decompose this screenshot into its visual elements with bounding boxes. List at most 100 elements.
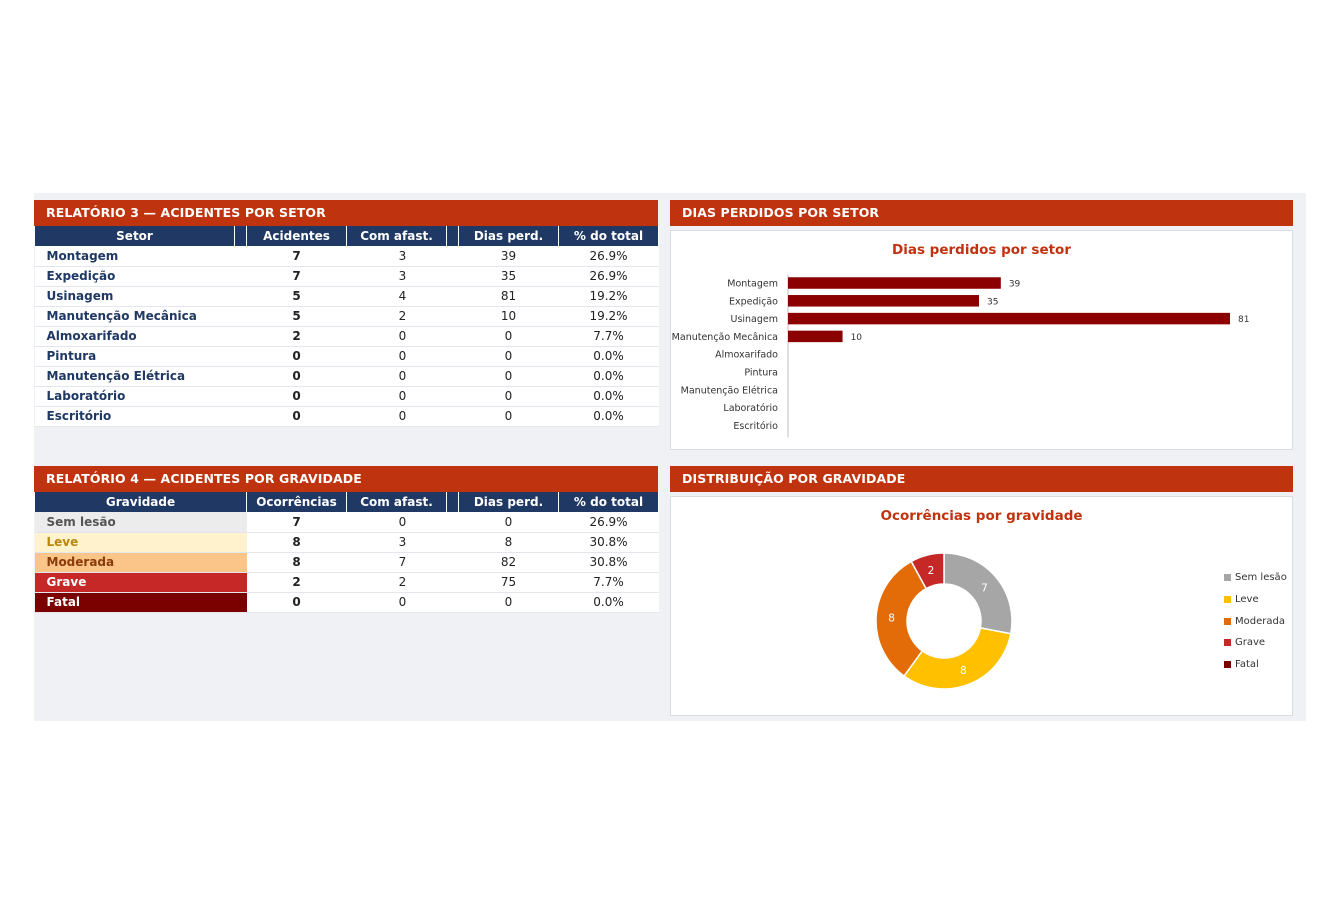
legend-item: Leve — [1224, 594, 1259, 605]
report3-table: Setor Acidentes Com afast. Dias perd. % … — [34, 226, 659, 427]
bar-category-label: Escritório — [733, 421, 778, 432]
acidentes-cell: 0 — [246, 406, 347, 427]
legend-label: Fatal — [1235, 659, 1259, 671]
dias-perd-cell: 81 — [458, 286, 559, 307]
dias-perd-cell: 8 — [458, 532, 559, 553]
col-header-spacer — [446, 492, 459, 512]
donut-chart-box: Ocorrências por gravidade 7 8 8 2 Sem lesão… — [670, 496, 1293, 716]
com-afast-cell: 0 — [346, 346, 459, 367]
table-row[interactable]: Moderada 8 7 82 30.8% — [34, 552, 659, 573]
dias-perd-cell: 82 — [458, 552, 559, 573]
com-afast-cell: 2 — [346, 572, 459, 593]
com-afast-cell: 7 — [346, 552, 459, 573]
bar-mark — [788, 330, 843, 343]
ocorrencias-cell: 7 — [246, 512, 347, 533]
table-row[interactable]: Leve 8 3 8 30.8% — [34, 532, 659, 553]
pct-total-cell: 0.0% — [558, 386, 659, 407]
bar-data-label: 81 — [1238, 315, 1249, 325]
legend-swatch — [1224, 617, 1231, 625]
bar-chart-box: Dias perdidos por setor Montagem 39 Expedi… — [670, 230, 1293, 450]
bar-data-label: 35 — [987, 297, 998, 307]
ocorrencias-cell: 8 — [246, 552, 347, 573]
legend-label: Moderada — [1235, 615, 1285, 627]
bar-mark — [788, 295, 979, 307]
pct-total-cell: 0.0% — [558, 366, 659, 387]
setor-cell: Escritório — [34, 406, 247, 427]
table-row[interactable]: Almoxarifado 2 0 0 7.7% — [34, 326, 659, 347]
col-header-dias-perd[interactable]: Dias perd. — [458, 492, 559, 512]
bar-panel-title: DIAS PERDIDOS POR SETOR — [670, 200, 1293, 226]
com-afast-cell: 3 — [346, 266, 459, 287]
donut-slice — [902, 627, 1012, 690]
col-header-setor[interactable]: Setor — [34, 226, 235, 246]
donut-slice — [943, 552, 1013, 635]
table-row[interactable]: Expedição 7 3 35 26.9% — [34, 266, 659, 287]
dias-perd-cell: 10 — [458, 306, 559, 327]
gravidade-cell: Moderada — [34, 552, 247, 573]
table-row[interactable]: Grave 2 2 75 7.7% — [34, 572, 659, 593]
table-row[interactable]: Usinagem 5 4 81 19.2% — [34, 286, 659, 307]
legend-item: Moderada — [1224, 616, 1285, 627]
legend-label: Leve — [1235, 593, 1259, 605]
pct-total-cell: 0.0% — [558, 592, 659, 613]
bar-category-label: Expedição — [729, 296, 778, 307]
com-afast-cell: 0 — [346, 512, 459, 533]
col-header-spacer — [446, 226, 459, 246]
pct-total-cell: 0.0% — [558, 406, 659, 427]
bar-category-label: Manutenção Mecânica — [672, 332, 778, 343]
pct-total-cell: 30.8% — [558, 552, 659, 573]
com-afast-cell: 0 — [346, 326, 459, 347]
dias-perd-cell: 35 — [458, 266, 559, 287]
setor-cell: Montagem — [34, 246, 247, 267]
com-afast-cell: 2 — [346, 306, 459, 327]
table-row[interactable]: Sem lesão 7 0 0 26.9% — [34, 512, 659, 533]
dias-perd-cell: 0 — [458, 592, 559, 613]
donut-panel-title: DISTRIBUIÇÃO POR GRAVIDADE — [670, 466, 1293, 492]
col-header-acidentes[interactable]: Acidentes — [246, 226, 347, 246]
acidentes-cell: 7 — [246, 246, 347, 267]
report4-table: Gravidade Ocorrências Com afast. Dias pe… — [34, 492, 659, 613]
com-afast-cell: 3 — [346, 532, 459, 553]
table-row[interactable]: Manutenção Elétrica 0 0 0 0.0% — [34, 366, 659, 387]
legend-label: Sem lesão — [1235, 572, 1287, 583]
col-header-ocorrencias[interactable]: Ocorrências — [246, 492, 347, 512]
pct-total-cell: 19.2% — [558, 306, 659, 327]
gravidade-cell: Grave — [34, 572, 247, 593]
col-header-dias-perd[interactable]: Dias perd. — [458, 226, 559, 246]
pct-total-cell: 26.9% — [558, 266, 659, 287]
table-row[interactable]: Fatal 0 0 0 0.0% — [34, 592, 659, 613]
table-row[interactable]: Escritório 0 0 0 0.0% — [34, 406, 659, 427]
bar-category-label: Laboratório — [723, 403, 778, 414]
col-header-pct-total[interactable]: % do total — [558, 492, 659, 512]
pct-total-cell: 0.0% — [558, 346, 659, 367]
col-header-spacer — [234, 226, 247, 246]
col-header-pct-total[interactable]: % do total — [558, 226, 659, 246]
ocorrencias-cell: 2 — [246, 572, 347, 593]
bar-category-label: Manutenção Elétrica — [681, 385, 778, 396]
table-row[interactable]: Pintura 0 0 0 0.0% — [34, 346, 659, 367]
report4-title: RELATÓRIO 4 — ACIDENTES POR GRAVIDADE — [34, 466, 658, 492]
acidentes-cell: 0 — [246, 366, 347, 387]
table-row[interactable]: Montagem 7 3 39 26.9% — [34, 246, 659, 267]
report3-header-row: Setor Acidentes Com afast. Dias perd. % … — [34, 226, 659, 246]
acidentes-cell: 0 — [246, 346, 347, 367]
donut-data-label: 7 — [981, 583, 988, 595]
donut-data-label: 8 — [888, 613, 895, 625]
bar-category-label: Montagem — [727, 279, 778, 290]
bar-data-label: 10 — [851, 333, 863, 343]
donut-data-label: 8 — [960, 665, 967, 677]
col-header-com-afast[interactable]: Com afast. — [346, 492, 447, 512]
acidentes-cell: 7 — [246, 266, 347, 287]
pct-total-cell: 26.9% — [558, 246, 659, 267]
legend-item: Fatal — [1224, 659, 1259, 670]
col-header-com-afast[interactable]: Com afast. — [346, 226, 447, 246]
table-row[interactable]: Manutenção Mecânica 5 2 10 19.2% — [34, 306, 659, 327]
setor-cell: Usinagem — [34, 286, 247, 307]
com-afast-cell: 0 — [346, 592, 459, 613]
col-header-gravidade[interactable]: Gravidade — [34, 492, 247, 512]
table-row[interactable]: Laboratório 0 0 0 0.0% — [34, 386, 659, 407]
dias-perd-cell: 75 — [458, 572, 559, 593]
donut-slice — [910, 552, 945, 590]
pct-total-cell: 30.8% — [558, 532, 659, 553]
dias-perd-cell: 0 — [458, 346, 559, 367]
